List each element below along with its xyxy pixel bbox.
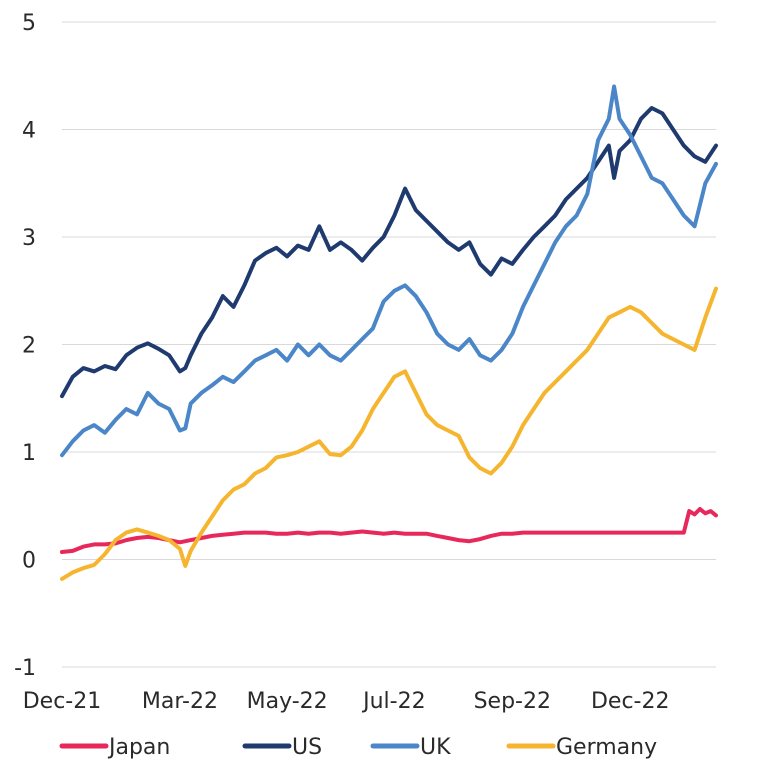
x-tick-label: Dec-22 [591, 689, 670, 714]
x-tick-label: Jul-22 [361, 689, 425, 714]
y-tick-label: 3 [22, 226, 36, 251]
series-lines [60, 84, 718, 581]
legend-label-germany: Germany [556, 735, 657, 760]
legend-label-uk: UK [420, 735, 451, 760]
x-tick-label: Mar-22 [142, 689, 218, 714]
y-axis-ticks: 5 4 3 2 1 0 -1 [14, 11, 36, 681]
legend-label-japan: Japan [107, 735, 170, 760]
legend-label-us: US [292, 735, 322, 760]
y-tick-label: 0 [22, 549, 36, 574]
y-tick-label: 1 [22, 441, 36, 466]
x-tick-label: Sep-22 [474, 689, 551, 714]
gridlines [62, 21, 716, 668]
series-line-germany [60, 286, 718, 581]
y-tick-label: -1 [14, 656, 36, 681]
series-line-uk [60, 84, 718, 458]
x-tick-label: May-22 [247, 689, 328, 714]
x-tick-label: Dec-21 [23, 689, 102, 714]
y-tick-label: 5 [22, 11, 36, 36]
legend: Japan US UK Germany [59, 735, 657, 760]
x-axis-ticks: Dec-21 Mar-22 May-22 Jul-22 Sep-22 Dec-22 [23, 689, 670, 714]
series-line-japan [60, 507, 718, 554]
series-line-us [60, 106, 718, 399]
y-tick-label: 2 [22, 334, 36, 359]
y-tick-label: 4 [22, 119, 36, 144]
